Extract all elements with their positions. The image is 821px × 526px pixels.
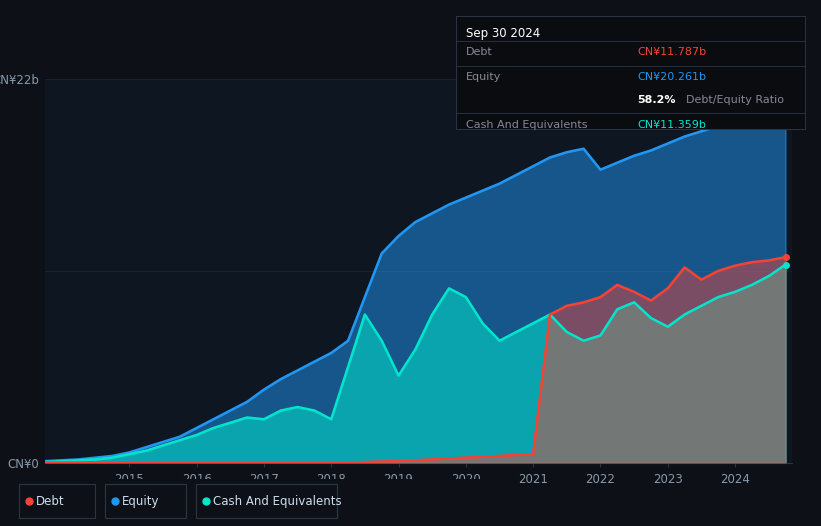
Text: Equity: Equity: [466, 73, 502, 83]
Text: Sep 30 2024: Sep 30 2024: [466, 27, 540, 40]
FancyBboxPatch shape: [105, 484, 186, 518]
FancyBboxPatch shape: [19, 484, 95, 518]
FancyBboxPatch shape: [196, 484, 337, 518]
Text: Equity: Equity: [122, 494, 160, 508]
Text: CN¥20.261b: CN¥20.261b: [637, 73, 706, 83]
Text: Debt/Equity Ratio: Debt/Equity Ratio: [686, 95, 784, 105]
Text: 58.2%: 58.2%: [637, 95, 676, 105]
Text: CN¥11.787b: CN¥11.787b: [637, 47, 706, 57]
Text: Debt: Debt: [36, 494, 65, 508]
Text: Cash And Equivalents: Cash And Equivalents: [466, 120, 588, 130]
Text: CN¥11.359b: CN¥11.359b: [637, 120, 706, 130]
Text: Cash And Equivalents: Cash And Equivalents: [213, 494, 342, 508]
Text: Debt: Debt: [466, 47, 493, 57]
